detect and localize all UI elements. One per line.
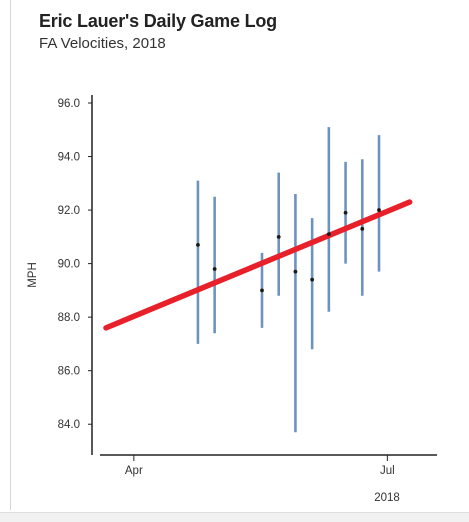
trend-line bbox=[103, 199, 413, 331]
avg-velocity-point bbox=[276, 234, 281, 239]
avg-velocity-point bbox=[310, 277, 315, 282]
avg-velocity-point bbox=[196, 242, 200, 247]
avg-velocity-point bbox=[377, 208, 381, 212]
y-tick-label: 86.0 bbox=[58, 366, 80, 378]
y-tick-label: 92.0 bbox=[58, 205, 80, 217]
avg-velocity-point bbox=[326, 232, 331, 237]
bottom-scroll-band bbox=[0, 512, 469, 522]
y-tick-label: 90.0 bbox=[58, 259, 80, 271]
avg-velocity-point bbox=[293, 269, 298, 274]
y-tick-label: 84.0 bbox=[58, 419, 80, 431]
chart-title: Eric Lauer's Daily Game Log bbox=[39, 11, 277, 31]
x-tick-label: Jul bbox=[380, 465, 395, 477]
x-tick-label: Apr bbox=[125, 465, 143, 477]
avg-velocity-point bbox=[360, 226, 365, 231]
page-left-border bbox=[10, 0, 11, 510]
avg-velocity-point bbox=[212, 267, 217, 271]
y-tick-label: 96.0 bbox=[58, 98, 80, 110]
y-tick-label: 94.0 bbox=[58, 152, 80, 164]
avg-velocity-point bbox=[343, 210, 348, 215]
x-axis-label: 2018 bbox=[374, 492, 400, 504]
y-axis-label: MPH bbox=[27, 262, 39, 288]
y-tick-label: 88.0 bbox=[58, 312, 80, 324]
avg-velocity-point bbox=[260, 288, 264, 293]
chart-subtitle: FA Velocities, 2018 bbox=[39, 35, 166, 52]
